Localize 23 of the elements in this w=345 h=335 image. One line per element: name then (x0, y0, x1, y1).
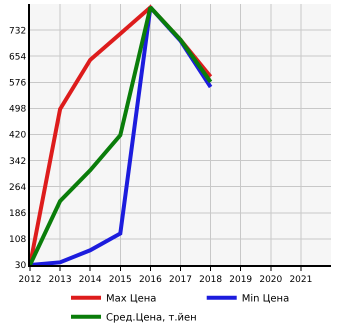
x-tick-label: 2016 (138, 274, 162, 285)
x-tick-label: 2017 (169, 274, 192, 285)
x-tick-label: 2015 (108, 274, 132, 285)
y-tick-label: 264 (9, 182, 26, 193)
x-tick-label: 2014 (78, 274, 102, 285)
x-tick-label: 2018 (199, 274, 222, 285)
y-tick-label: 186 (9, 208, 26, 219)
y-tick-label: 498 (9, 104, 26, 115)
x-tick-label: 2012 (18, 274, 42, 285)
y-tick-label: 576 (9, 78, 26, 88)
y-tick-label: 342 (9, 156, 26, 167)
y-tick-label: 30 (14, 261, 26, 272)
legend-label: Min Цена (242, 294, 290, 305)
legend-label: Max Цена (106, 294, 156, 305)
x-tick-label: 2021 (289, 274, 312, 285)
x-tick-label: 2019 (229, 274, 252, 285)
y-tick-label: 732 (9, 26, 26, 36)
x-tick-label: 2013 (48, 274, 72, 285)
x-tick-label: 2020 (259, 274, 283, 285)
legend-label: Сред.Цена, т.йен (106, 312, 197, 324)
y-tick-label: 420 (9, 130, 26, 141)
y-tick-label: 654 (9, 52, 26, 62)
y-tick-label: 108 (9, 235, 26, 246)
